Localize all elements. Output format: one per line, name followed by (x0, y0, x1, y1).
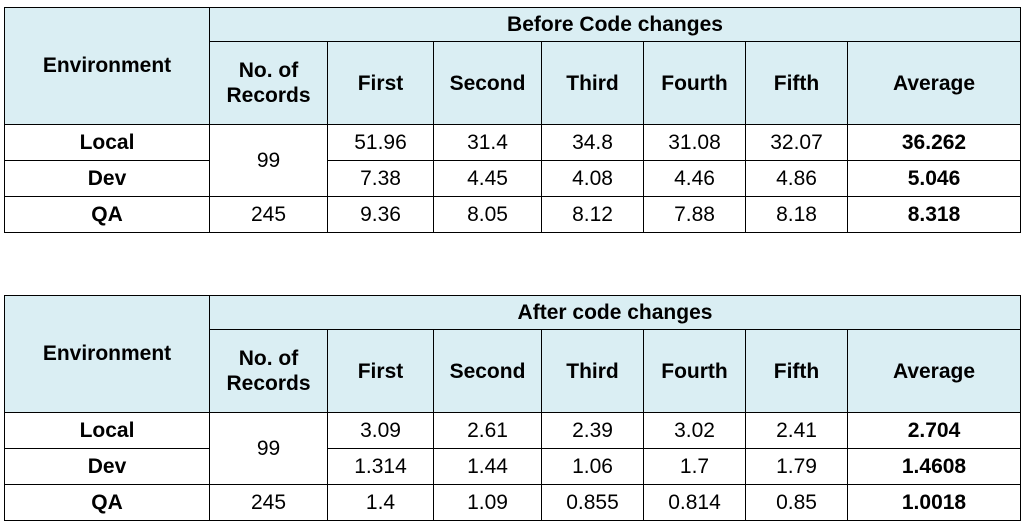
env-cell: QA (4, 196, 210, 233)
value-cell: 3.02 (643, 412, 746, 449)
average-cell: 2.704 (847, 412, 1021, 449)
before-code-changes-table: Environment Before Code changes No. of R… (4, 7, 1021, 233)
table-row: QA 245 9.36 8.05 8.12 7.88 8.18 8.318 (4, 196, 1021, 233)
value-cell: 32.07 (745, 124, 848, 161)
value-cell: 1.79 (745, 448, 848, 485)
table-row: Dev 7.38 4.45 4.08 4.46 4.86 5.046 (4, 160, 1021, 197)
table-row: Local 99 51.96 31.4 34.8 31.08 32.07 36.… (4, 124, 1021, 197)
value-cell: 4.45 (433, 160, 542, 197)
table-row: QA 245 1.4 1.09 0.855 0.814 0.85 1.0018 (4, 484, 1021, 521)
value-cell: 1.4 (327, 484, 434, 521)
value-cell: 8.18 (745, 196, 848, 233)
value-cell: 9.36 (327, 196, 434, 233)
table-title: After code changes (209, 295, 1021, 330)
value-cell: 1.09 (433, 484, 542, 521)
third-header: Third (541, 41, 644, 125)
environment-header: Environment (4, 7, 210, 125)
average-cell: 8.318 (847, 196, 1021, 233)
records-cell: 99 (209, 124, 328, 197)
average-cell: 1.0018 (847, 484, 1021, 521)
records-header: No. of Records (209, 41, 328, 125)
value-cell: 7.88 (643, 196, 746, 233)
env-cell: Local (4, 124, 210, 161)
value-cell: 34.8 (541, 124, 644, 161)
records-header: No. of Records (209, 329, 328, 413)
env-cell: Dev (4, 160, 210, 197)
value-cell: 1.314 (327, 448, 434, 485)
table-title: Before Code changes (209, 7, 1021, 42)
fourth-header: Fourth (643, 41, 746, 125)
table-row: Local 99 3.09 2.61 2.39 3.02 2.41 2.704 (4, 412, 1021, 485)
fifth-header: Fifth (745, 329, 848, 413)
average-header: Average (847, 41, 1021, 125)
environment-header: Environment (4, 295, 210, 413)
env-cell: QA (4, 484, 210, 521)
records-cell: 245 (209, 484, 328, 521)
average-cell: 1.4608 (847, 448, 1021, 485)
value-cell: 4.46 (643, 160, 746, 197)
records-cell: 99 (209, 412, 328, 485)
value-cell: 1.44 (433, 448, 542, 485)
first-header: First (327, 329, 434, 413)
value-cell: 0.855 (541, 484, 644, 521)
records-cell: 245 (209, 196, 328, 233)
first-header: First (327, 41, 434, 125)
env-cell: Dev (4, 448, 210, 485)
average-cell: 36.262 (847, 124, 1021, 161)
second-header: Second (433, 329, 542, 413)
average-cell: 5.046 (847, 160, 1021, 197)
value-cell: 31.08 (643, 124, 746, 161)
value-cell: 7.38 (327, 160, 434, 197)
value-cell: 1.06 (541, 448, 644, 485)
third-header: Third (541, 329, 644, 413)
value-cell: 51.96 (327, 124, 434, 161)
fourth-header: Fourth (643, 329, 746, 413)
value-cell: 2.61 (433, 412, 542, 449)
value-cell: 3.09 (327, 412, 434, 449)
fifth-header: Fifth (745, 41, 848, 125)
value-cell: 0.85 (745, 484, 848, 521)
average-header: Average (847, 329, 1021, 413)
value-cell: 8.05 (433, 196, 542, 233)
second-header: Second (433, 41, 542, 125)
value-cell: 2.41 (745, 412, 848, 449)
value-cell: 4.08 (541, 160, 644, 197)
env-cell: Local (4, 412, 210, 449)
value-cell: 31.4 (433, 124, 542, 161)
value-cell: 2.39 (541, 412, 644, 449)
value-cell: 1.7 (643, 448, 746, 485)
value-cell: 4.86 (745, 160, 848, 197)
table-row: Dev 1.314 1.44 1.06 1.7 1.79 1.4608 (4, 448, 1021, 485)
value-cell: 8.12 (541, 196, 644, 233)
after-code-changes-table: Environment After code changes No. of Re… (4, 295, 1021, 521)
value-cell: 0.814 (643, 484, 746, 521)
